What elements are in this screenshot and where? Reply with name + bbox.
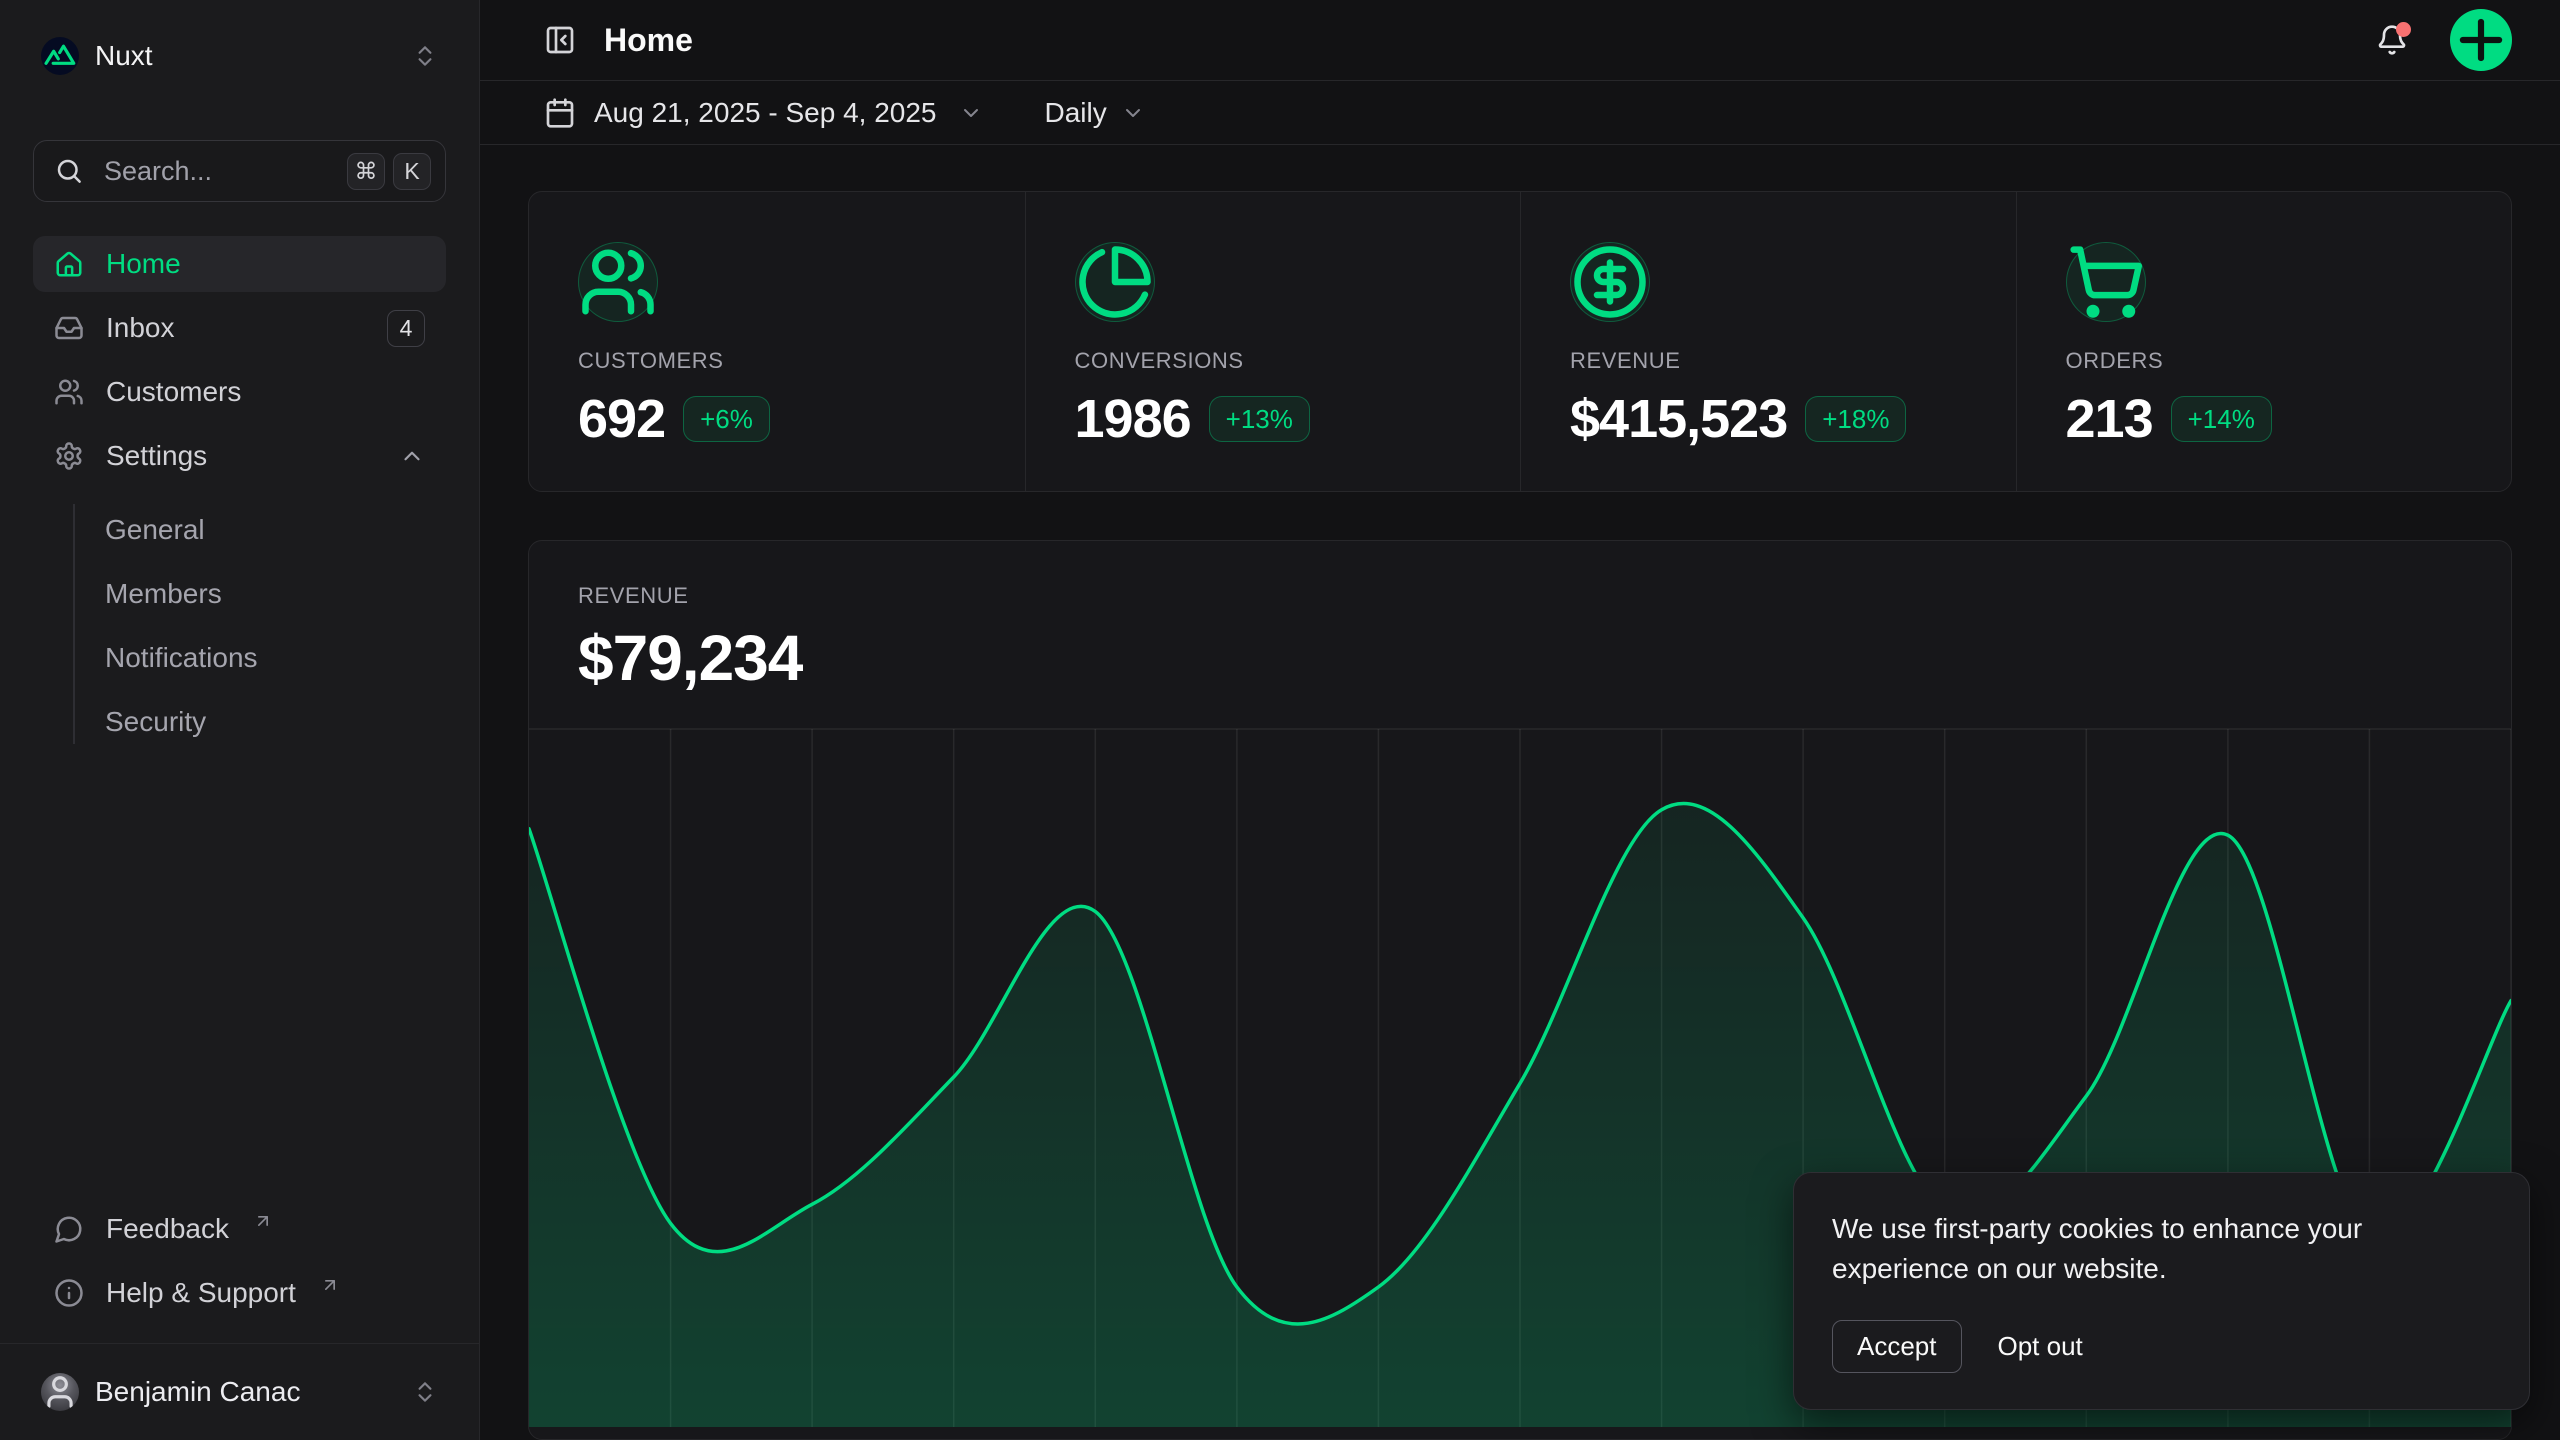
sidebar-item-label: Customers	[106, 376, 242, 407]
collapse-sidebar-button[interactable]	[544, 24, 576, 56]
revenue-panel-header: REVENUE $79,234	[529, 541, 2511, 727]
chevron-down-icon	[959, 101, 983, 125]
accept-cookies-button[interactable]: Accept	[1832, 1320, 1962, 1373]
stat-value: 1986	[1074, 389, 1192, 449]
period-select[interactable]: Daily	[1045, 97, 1145, 129]
inbox-badge: 4	[387, 309, 425, 347]
stat-delta-badge: +14%	[2170, 396, 2272, 442]
sidebar-item-label: Home	[106, 248, 181, 279]
info-icon	[54, 1278, 84, 1308]
external-link-icon	[320, 1275, 340, 1295]
search-field[interactable]: ⌘ K	[33, 140, 446, 202]
gear-icon	[54, 441, 84, 471]
cookie-banner: We use first-party cookies to enhance yo…	[1793, 1171, 2530, 1410]
customers-stat-icon	[578, 242, 658, 322]
chevrons-up-down-icon	[412, 43, 438, 69]
calendar-icon	[544, 97, 576, 129]
pie-chart-icon	[1074, 242, 1155, 322]
stat-delta-badge: +13%	[1208, 396, 1310, 442]
stat-delta-badge: +18%	[1805, 396, 1907, 442]
cookie-message: We use first-party cookies to enhance yo…	[1832, 1212, 2363, 1285]
sidebar-item-general[interactable]: General	[105, 514, 205, 545]
sidebar-item-inbox[interactable]: Inbox 4	[33, 300, 446, 356]
notifications-button[interactable]	[2376, 22, 2411, 56]
user-avatar	[41, 1373, 79, 1411]
org-name: Nuxt	[95, 40, 153, 71]
org-switcher[interactable]: Nuxt	[33, 28, 446, 84]
add-button[interactable]	[2450, 9, 2512, 72]
sidebar-nav: Home Inbox 4 Customers Settings General …	[33, 236, 446, 754]
feedback-link[interactable]: Feedback	[33, 1201, 446, 1257]
stat-label: CUSTOMERS	[578, 348, 724, 373]
shopping-cart-icon	[2065, 242, 2146, 322]
sidebar-item-customers[interactable]: Customers	[33, 364, 446, 420]
sidebar: Nuxt ⌘ K Home Inbox 4 Customers	[0, 0, 480, 1440]
page-title: Home	[604, 21, 693, 58]
inbox-icon	[54, 313, 84, 343]
stats-card: CUSTOMERS 692 +6% CONVERSIONS 1986 +13%	[528, 191, 2512, 492]
revenue-panel-label: REVENUE	[578, 583, 689, 608]
sidebar-item-home[interactable]: Home	[33, 236, 446, 292]
sidebar-item-notifications[interactable]: Notifications	[105, 642, 258, 673]
kbd-cmd: ⌘	[347, 152, 385, 190]
message-circle-icon	[54, 1214, 84, 1244]
search-icon	[54, 156, 84, 186]
chevron-down-icon	[1121, 101, 1145, 125]
feedback-label: Feedback	[106, 1213, 229, 1244]
sidebar-item-label: Inbox	[106, 312, 175, 343]
users-icon	[54, 377, 84, 407]
chevrons-up-down-icon	[412, 1379, 438, 1405]
nuxt-logo-icon	[41, 37, 79, 75]
user-menu[interactable]: Benjamin Canac	[33, 1362, 446, 1422]
stat-value: 692	[578, 389, 666, 449]
optout-cookies-button[interactable]: Opt out	[1998, 1321, 2083, 1372]
stat-conversions: CONVERSIONS 1986 +13%	[1024, 192, 1521, 491]
dollar-circle-icon	[1570, 242, 1650, 322]
stat-label: CONVERSIONS	[1074, 348, 1244, 373]
stat-label: ORDERS	[2065, 348, 2164, 373]
date-range-picker[interactable]: Aug 21, 2025 - Sep 4, 2025	[544, 97, 983, 129]
sidebar-item-settings[interactable]: Settings	[33, 428, 446, 484]
top-header: Home	[480, 0, 2560, 82]
stat-customers: CUSTOMERS 692 +6%	[529, 192, 1025, 491]
revenue-panel-value: $79,234	[578, 622, 803, 694]
search-input[interactable]	[104, 155, 327, 187]
sidebar-item-members[interactable]: Members	[105, 578, 222, 609]
chevron-up-icon	[399, 443, 425, 469]
sidebar-item-security[interactable]: Security	[105, 706, 207, 737]
date-range-value: Aug 21, 2025 - Sep 4, 2025	[594, 96, 937, 128]
kbd-k: K	[393, 152, 431, 190]
stat-label: REVENUE	[1570, 348, 1681, 373]
stat-delta-badge: +6%	[683, 396, 770, 442]
stat-orders: ORDERS 213 +14%	[2015, 192, 2512, 491]
stat-value: $415,523	[1570, 389, 1788, 449]
user-area: Benjamin Canac	[0, 1343, 479, 1440]
stat-revenue: REVENUE $415,523 +18%	[1520, 192, 2016, 491]
filter-toolbar: Aug 21, 2025 - Sep 4, 2025 Daily	[480, 81, 2560, 145]
stat-value: 213	[2065, 389, 2154, 449]
user-name: Benjamin Canac	[95, 1376, 301, 1407]
help-support-label: Help & Support	[106, 1277, 296, 1308]
help-support-link[interactable]: Help & Support	[33, 1265, 446, 1321]
sidebar-item-label: Settings	[106, 440, 208, 471]
settings-subnav: General Members Notifications Security	[33, 498, 446, 754]
sidebar-footer-links: Feedback Help & Support	[33, 1201, 446, 1343]
period-value: Daily	[1044, 96, 1107, 128]
plus-icon	[2450, 9, 2512, 71]
home-icon	[54, 249, 84, 279]
external-link-icon	[253, 1211, 273, 1231]
notification-dot	[2396, 22, 2411, 38]
